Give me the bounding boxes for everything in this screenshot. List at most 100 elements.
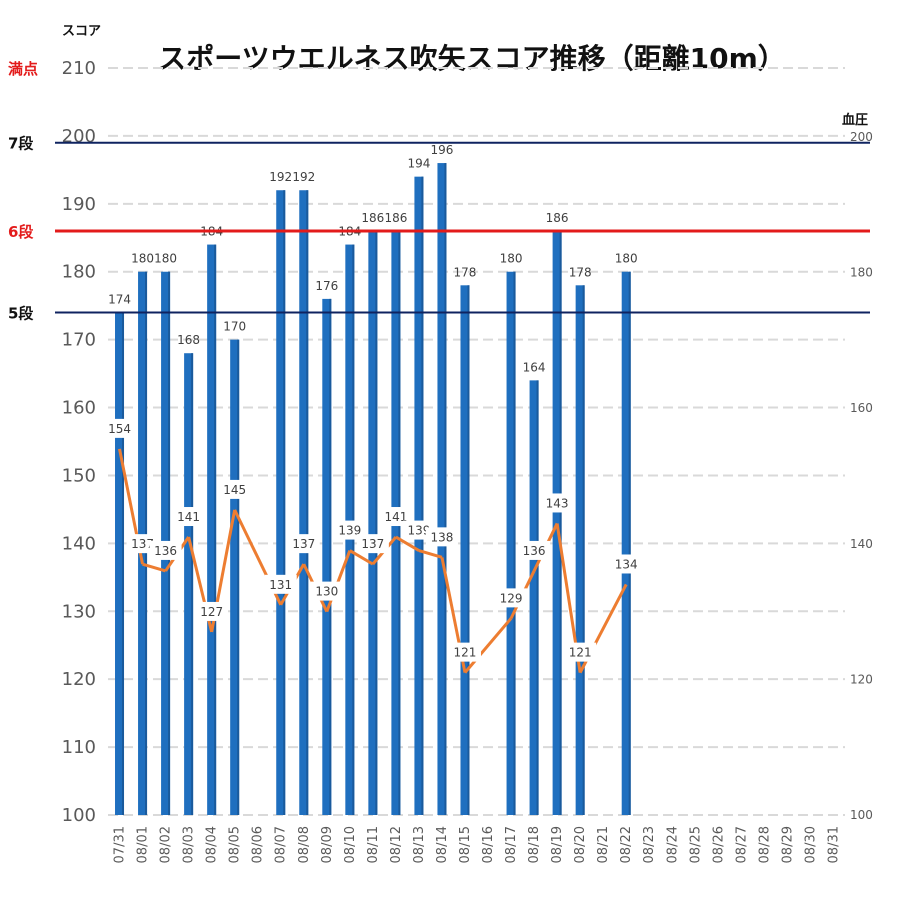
bp-label-box (541, 493, 574, 513)
bp-label: 139 (407, 524, 430, 538)
score-bar (437, 163, 447, 815)
x-tick-label: 08/07 (274, 826, 289, 863)
bp-label-box (264, 574, 297, 594)
bp-label: 134 (615, 557, 638, 571)
score-bars: 1741801801681841701921921761841861861941… (108, 143, 638, 816)
score-bar-edge (283, 190, 286, 816)
score-bar (621, 271, 631, 815)
reference-line-label: 5段 (8, 304, 33, 322)
score-bar-label: 170 (223, 320, 246, 334)
score-bar-edge (536, 380, 539, 815)
bp-label-box (425, 527, 458, 547)
x-tick-label: 08/08 (297, 826, 312, 863)
bp-label-box (218, 479, 251, 499)
x-tick-label: 08/31 (826, 826, 841, 863)
score-bar-edge (421, 176, 424, 815)
score-bar (529, 380, 539, 815)
score-bar (230, 339, 240, 815)
x-tick-label: 08/13 (412, 826, 427, 863)
bp-label: 137 (361, 537, 384, 551)
date-axis-ticks: 07/31 08/01 08/02 08/03 08/04 08/05 08/06 08/07… (113, 826, 842, 863)
score-bar (276, 190, 286, 816)
bp-label: 145 (223, 483, 246, 497)
score-bar (368, 230, 378, 815)
reference-lines: 7段 6段 5段 満点 (8, 60, 870, 322)
y-tick-label: 140 (62, 533, 96, 554)
y2-tick-label: 200 (850, 130, 873, 144)
bp-line-segment (463, 617, 513, 674)
y-tick-label: 180 (62, 262, 96, 283)
score-bar-edge (628, 271, 631, 815)
score-bar-edge (559, 230, 562, 815)
y-tick-label: 210 (62, 58, 96, 79)
gridlines (108, 67, 845, 816)
x-tick-label: 08/20 (573, 826, 588, 863)
score-bar (115, 312, 125, 815)
x-tick-label: 08/30 (803, 826, 818, 863)
y-tick-label: 170 (62, 330, 96, 351)
bp-label-box (103, 418, 136, 438)
bp-label: 154 (108, 422, 131, 436)
score-bar-edge (582, 285, 585, 815)
x-tick-label: 08/03 (182, 826, 197, 863)
score-bar-label: 178 (454, 265, 477, 279)
score-bar-edge (375, 230, 378, 815)
bp-line-segment (418, 549, 443, 559)
score-bar-label: 180 (131, 252, 154, 266)
score-bar-label: 168 (177, 333, 200, 347)
score-bar-label: 186 (546, 211, 569, 225)
reference-line-label: 7段 (8, 135, 33, 153)
left-axis-ticks: 100 110 120 130 140 150 160 170 180 190 200 210 (62, 58, 96, 826)
bp-label-box (149, 540, 182, 560)
x-tick-label: 08/28 (757, 826, 772, 863)
bp-line-segment (395, 535, 420, 552)
bp-label: 139 (338, 524, 361, 538)
score-bar-label: 192 (269, 170, 292, 184)
score-bar-edge (306, 190, 309, 816)
x-tick-label: 08/24 (665, 826, 680, 863)
x-tick-label: 08/18 (527, 826, 542, 863)
y-tick-label: 130 (62, 601, 96, 622)
bp-label-box (195, 601, 228, 621)
score-bar-label: 186 (384, 211, 407, 225)
score-bar-label: 164 (523, 360, 546, 374)
score-bar-edge (214, 244, 217, 816)
score-bar (460, 285, 470, 815)
bp-label-box (518, 540, 551, 560)
x-tick-label: 08/05 (228, 826, 243, 863)
score-bar-label: 186 (361, 211, 384, 225)
bp-label-box (610, 554, 643, 574)
bp-label-box (310, 581, 343, 601)
x-tick-label: 08/14 (435, 826, 450, 863)
x-tick-label: 08/23 (642, 826, 657, 863)
bp-label-box (172, 507, 205, 527)
bp-label: 141 (384, 510, 407, 524)
x-tick-label: 08/10 (343, 826, 358, 863)
score-bar-edge (237, 339, 240, 815)
x-tick-label: 08/11 (366, 826, 381, 863)
y2-tick-label: 160 (850, 401, 873, 415)
bp-line-segment (142, 562, 167, 573)
score-bar (184, 353, 194, 815)
score-bar-edge (329, 298, 332, 816)
bp-label: 138 (431, 530, 454, 544)
y-tick-label: 200 (62, 126, 96, 147)
bp-label-box (356, 534, 389, 554)
score-bar (552, 230, 562, 815)
bp-label: 137 (131, 537, 154, 551)
y2-axis-title: 血圧 (842, 112, 868, 128)
score-bar (299, 190, 309, 816)
y-tick-label: 120 (62, 669, 96, 690)
bp-label: 127 (200, 605, 223, 619)
bp-label: 137 (292, 537, 315, 551)
score-bar-label: 180 (615, 252, 638, 266)
x-tick-label: 08/02 (159, 826, 174, 863)
x-tick-label: 08/04 (205, 826, 220, 863)
max-score-label: 満点 (8, 60, 38, 78)
score-bar-edge (122, 312, 125, 815)
y-tick-label: 100 (62, 805, 96, 826)
y-tick-label: 150 (62, 465, 96, 486)
x-tick-label: 08/21 (596, 826, 611, 863)
y2-tick-label: 180 (850, 266, 873, 280)
